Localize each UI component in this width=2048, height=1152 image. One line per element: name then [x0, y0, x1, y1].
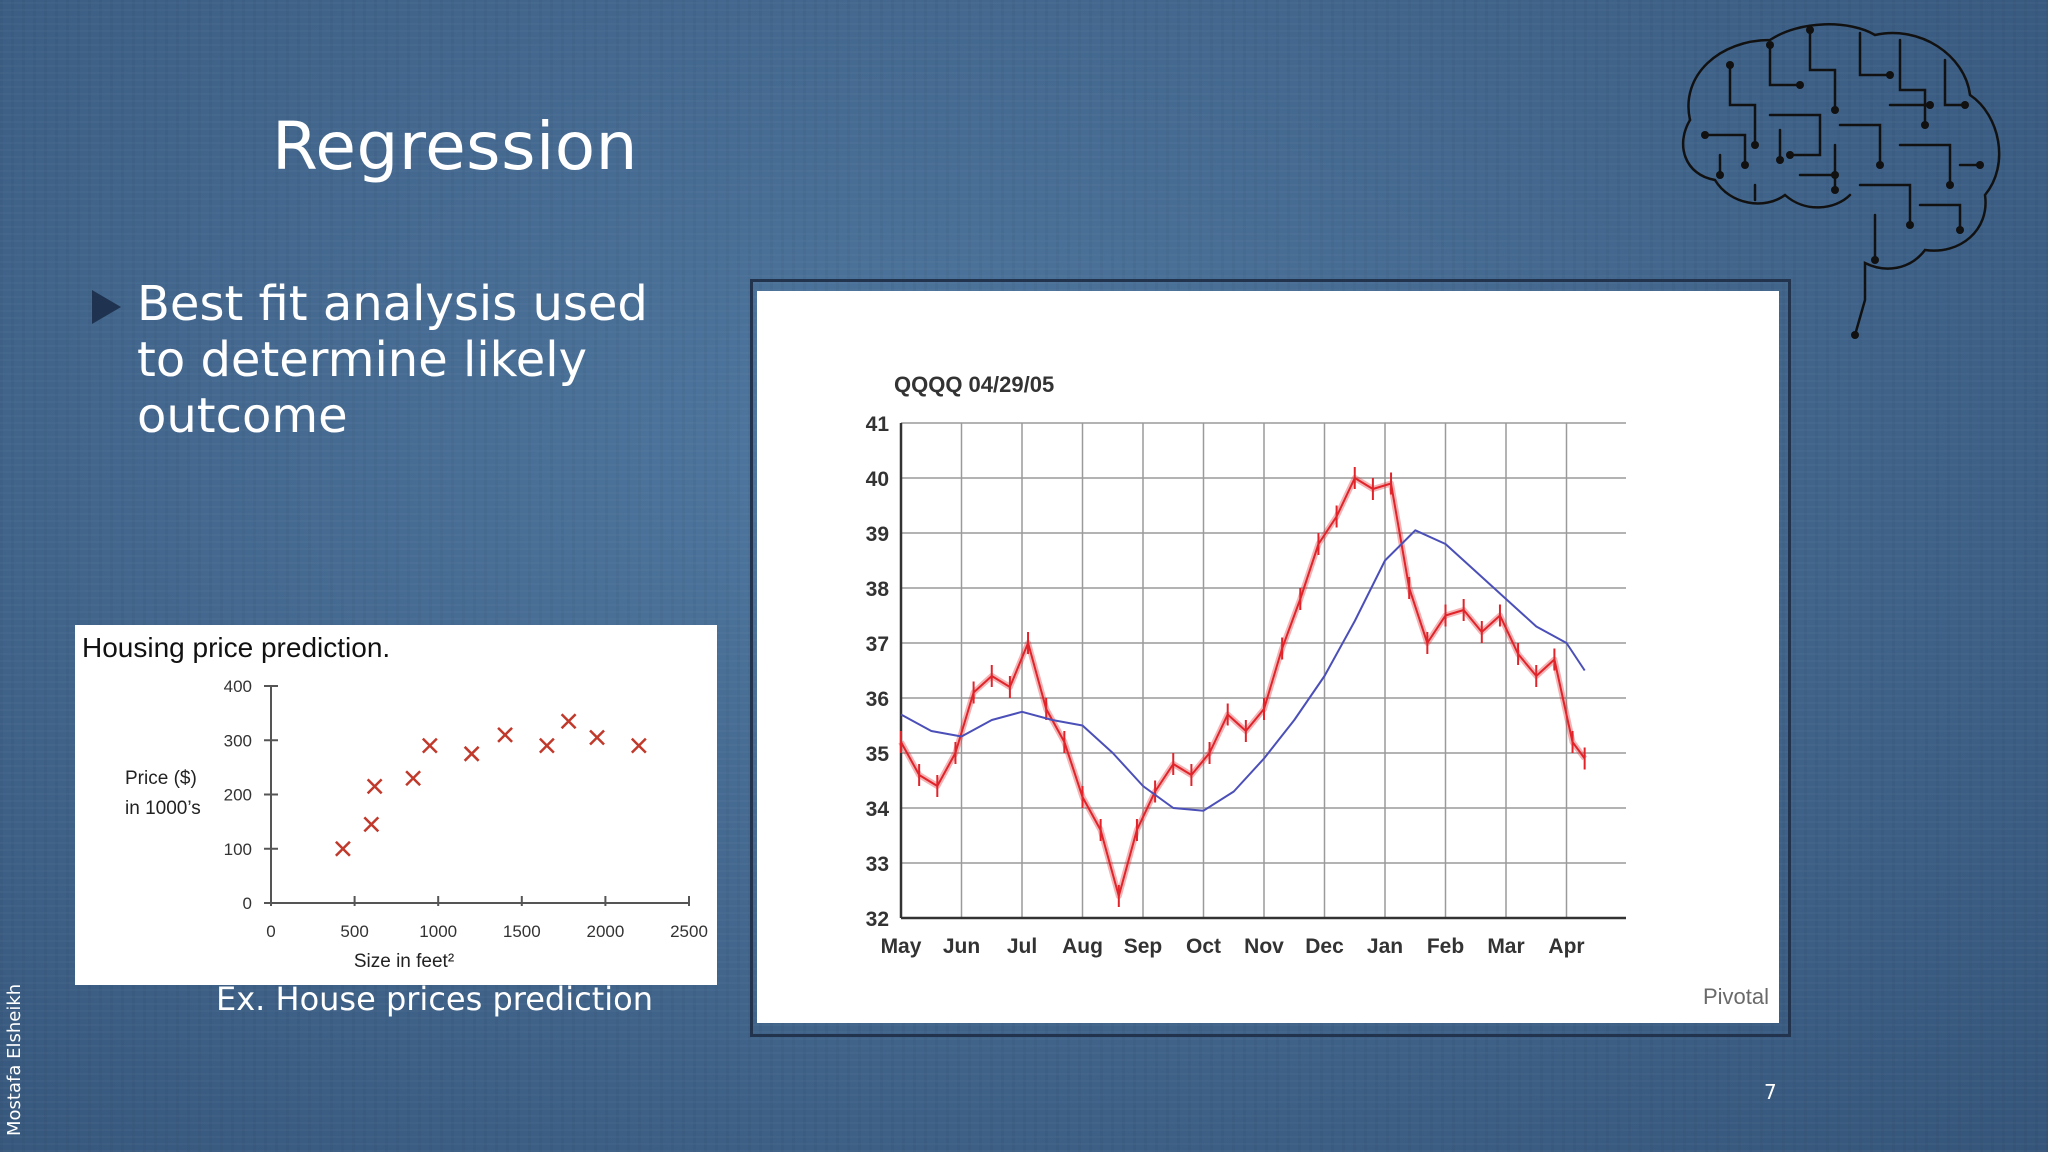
- housing-x-tick-label: 500: [340, 922, 368, 941]
- stock-x-tick-label: Jun: [943, 935, 980, 958]
- housing-chart-title: Housing price prediction.: [82, 632, 390, 663]
- stock-x-tick-label: Jul: [1007, 935, 1037, 958]
- housing-x-tick-label: 2000: [586, 922, 624, 941]
- housing-y-tick-label: 400: [224, 677, 252, 696]
- slide-title: Regression: [272, 108, 639, 185]
- pivotal-logo: Pivotal: [1703, 984, 1769, 1009]
- stock-y-tick-label: 34: [866, 798, 890, 821]
- housing-data-point: [405, 770, 422, 787]
- housing-chart-card: Housing price prediction. Price ($) in 1…: [75, 625, 717, 985]
- page-number: 7: [1764, 1080, 1777, 1104]
- stock-x-tick-label: Aug: [1062, 935, 1103, 958]
- circuit-brain-icon: [1681, 23, 2001, 339]
- stock-x-tick-label: May: [881, 935, 922, 958]
- stock-y-tick-label: 41: [866, 413, 890, 436]
- stock-x-tick-label: Mar: [1487, 935, 1524, 958]
- housing-data-point: [560, 713, 577, 730]
- price-series-range: [898, 475, 1588, 899]
- stock-x-tick-label: Dec: [1305, 935, 1344, 958]
- housing-y-tick-label: 100: [224, 840, 252, 859]
- housing-y-tick-label: 200: [224, 786, 252, 805]
- stock-y-tick-label: 38: [866, 578, 890, 601]
- housing-ylabel-line2: in 1000’s: [125, 798, 201, 819]
- stock-chart-card: QQQQ 04/29/05 32 33 34 35 36 37 38 39 40 41 May Jun…: [757, 291, 1779, 1023]
- stock-y-tick-label: 35: [866, 743, 890, 766]
- stock-x-tick-label: Oct: [1186, 935, 1221, 958]
- stock-y-tick-label: 33: [866, 853, 889, 876]
- chart-caption: Ex. House prices prediction: [216, 980, 653, 1018]
- housing-x-tick-label: 0: [266, 922, 275, 941]
- stock-chart-frame: [750, 279, 1791, 1037]
- price-series-line: [900, 477, 1586, 897]
- stock-y-tick-label: 40: [866, 468, 889, 491]
- stock-y-tick-label: 32: [866, 908, 889, 931]
- housing-data-point: [463, 745, 480, 762]
- stock-y-tick-label: 37: [866, 633, 889, 656]
- stock-x-tick-label: Sep: [1124, 935, 1163, 958]
- housing-data-point: [589, 729, 605, 746]
- housing-data-point: [335, 840, 351, 857]
- bullet-text: Best fit analysis used to determine like…: [137, 276, 648, 444]
- housing-data-point: [538, 737, 555, 754]
- stock-y-tick-label: 39: [866, 523, 889, 546]
- housing-y-tick-label: 0: [243, 894, 252, 913]
- housing-ylabel-line1: Price ($): [125, 768, 197, 789]
- housing-data-point: [366, 778, 383, 795]
- housing-data-point: [421, 737, 438, 754]
- housing-y-tick-label: 300: [224, 731, 252, 750]
- stock-y-tick-label: 36: [866, 688, 889, 711]
- author-name: Mostafa Elsheikh: [4, 983, 25, 1136]
- stock-x-tick-label: Jan: [1367, 935, 1403, 958]
- stock-x-tick-label: Apr: [1548, 935, 1584, 958]
- bullet-arrow-icon: [92, 290, 121, 324]
- moving-average-line: [900, 529, 1586, 812]
- stock-x-tick-label: Feb: [1427, 935, 1464, 958]
- housing-data-point: [497, 726, 513, 743]
- housing-x-tick-label: 1000: [419, 922, 457, 941]
- housing-scatter-chart: Housing price prediction. Price ($) in 1…: [82, 632, 708, 972]
- stock-line-chart: QQQQ 04/29/05 32 33 34 35 36 37 38 39 40 41 May Jun…: [866, 372, 1769, 1009]
- housing-x-tick-label: 1500: [503, 922, 541, 941]
- housing-data-point: [363, 816, 380, 833]
- stock-x-tick-label: Nov: [1244, 935, 1284, 958]
- housing-xlabel: Size in feet²: [354, 951, 454, 972]
- housing-data-point: [630, 737, 647, 754]
- stock-chart-title: QQQQ 04/29/05: [894, 372, 1054, 397]
- housing-x-tick-label: 2500: [670, 922, 708, 941]
